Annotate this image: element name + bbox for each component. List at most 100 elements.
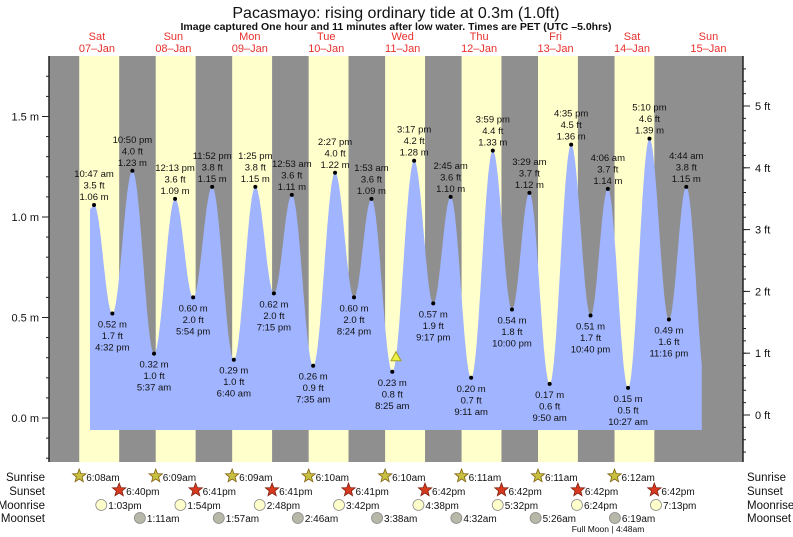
moonset-time: 3:38am bbox=[384, 514, 417, 525]
low-tide-label: 1.8 ft bbox=[501, 327, 522, 338]
high-tide-point bbox=[333, 170, 338, 175]
low-tide-label: 10:27 am bbox=[608, 417, 648, 428]
day-of-week-label: Tue bbox=[317, 31, 336, 43]
date-label: 08–Jan bbox=[155, 43, 191, 55]
high-tide-label: 3:17 pm bbox=[397, 125, 431, 136]
moonrise-icon bbox=[491, 499, 504, 511]
high-tide-label: 1.15 m bbox=[198, 174, 227, 185]
right-tick-label: 5 ft bbox=[755, 101, 770, 113]
moonset-time: 6:19am bbox=[622, 514, 655, 525]
moonset-icon bbox=[291, 512, 304, 524]
moonset-time: 4:32am bbox=[463, 514, 496, 525]
sunrise-time: 6:11am bbox=[469, 473, 502, 484]
high-tide-label: 3.7 ft bbox=[597, 164, 618, 175]
low-tide-label: 0.60 m bbox=[339, 303, 368, 314]
low-tide-label: 0.32 m bbox=[140, 360, 169, 371]
low-tide-label: 10:00 pm bbox=[492, 338, 532, 349]
sunset-row-label: Sunset bbox=[9, 486, 46, 498]
low-tide-point bbox=[588, 313, 593, 318]
high-tide-label: 3.6 ft bbox=[440, 172, 461, 183]
sunrise-icon bbox=[453, 467, 470, 483]
sunrise-icon bbox=[377, 467, 393, 483]
right-tick-label: 0 ft bbox=[755, 410, 770, 422]
low-tide-label: 0.54 m bbox=[497, 315, 526, 326]
low-tide-label: 4:32 pm bbox=[95, 342, 129, 353]
tide-labels: 10:47 am3.5 ft1.06 m0.52 m1.7 ft4:32 pm1… bbox=[74, 103, 703, 428]
low-tide-point bbox=[191, 295, 196, 300]
low-tide-label: 0.15 m bbox=[614, 394, 643, 405]
day-of-week-label: Wed bbox=[391, 31, 413, 43]
moonset-icon bbox=[212, 512, 225, 524]
high-tide-point bbox=[647, 136, 652, 141]
high-tide-label: 3.8 ft bbox=[676, 162, 697, 173]
tide-area-path bbox=[90, 138, 702, 430]
left-tick-label: 1.0 m bbox=[11, 212, 39, 224]
low-tide-point bbox=[271, 291, 276, 296]
high-tide-point bbox=[448, 194, 453, 199]
high-tide-label: 1.10 m bbox=[436, 184, 465, 195]
high-tide-label: 3.5 ft bbox=[83, 180, 104, 191]
sunset-time: 6:42pm bbox=[661, 487, 694, 498]
low-tide-point bbox=[431, 301, 436, 306]
high-tide-label: 1.09 m bbox=[357, 186, 386, 197]
high-tide-label: 1.22 m bbox=[321, 160, 350, 171]
high-tide-label: 4.5 ft bbox=[561, 120, 582, 131]
high-tide-label: 1.14 m bbox=[593, 176, 622, 187]
moonrise-row-label: Moonrise bbox=[0, 500, 45, 512]
high-tide-label: 1:25 pm bbox=[238, 151, 272, 162]
low-tide-label: 10:40 pm bbox=[571, 344, 611, 355]
high-tide-label: 1.11 m bbox=[278, 182, 306, 193]
high-tide-label: 3:29 am bbox=[512, 157, 546, 168]
sunset-time: 6:42pm bbox=[585, 487, 618, 498]
high-tide-label: 2:27 pm bbox=[318, 137, 352, 148]
sunset-time: 6:41pm bbox=[203, 487, 236, 498]
low-tide-label: 0.29 m bbox=[219, 366, 248, 377]
high-tide-label: 3:59 pm bbox=[476, 115, 510, 126]
high-tide-label: 4.4 ft bbox=[482, 126, 503, 137]
high-tide-label: 11:52 pm bbox=[193, 151, 232, 162]
right-tick-label: 4 ft bbox=[755, 163, 770, 175]
low-tide-label: 11:16 pm bbox=[649, 349, 688, 360]
low-tide-label: 0.62 m bbox=[259, 299, 288, 310]
high-tide-label: 4:44 am bbox=[669, 151, 703, 162]
moonset-icon bbox=[529, 512, 542, 524]
high-tide-label: 5:10 pm bbox=[632, 103, 666, 114]
high-tide-label: 12:13 pm bbox=[155, 163, 195, 174]
high-tide-label: 3.7 ft bbox=[519, 168, 540, 179]
low-tide-label: 9:11 am bbox=[454, 407, 488, 418]
sunset-icon bbox=[340, 481, 357, 497]
date-label: 14–Jan bbox=[614, 43, 650, 55]
sunset-icon bbox=[264, 481, 280, 497]
low-tide-label: 7:35 am bbox=[296, 395, 330, 406]
sunrise-icon bbox=[148, 467, 164, 483]
low-tide-label: 0.8 ft bbox=[382, 389, 403, 400]
day-of-week-label: Thu bbox=[470, 31, 489, 43]
moonrise-time: 5:32pm bbox=[505, 501, 538, 512]
sunset-icon bbox=[493, 481, 510, 497]
high-tide-label: 4.2 ft bbox=[404, 136, 425, 147]
sunrise-icon bbox=[606, 467, 623, 483]
low-tide-label: 0.49 m bbox=[654, 326, 683, 337]
sunrise-time: 6:11am bbox=[545, 473, 578, 484]
sunset-time: 6:40pm bbox=[126, 487, 159, 498]
low-tide-point bbox=[231, 357, 236, 362]
moonrise-time: 3:42pm bbox=[346, 501, 379, 512]
high-tide-label: 1.12 m bbox=[515, 180, 544, 191]
low-tide-label: 1.0 ft bbox=[143, 371, 164, 382]
current-tide-marker bbox=[390, 350, 402, 362]
low-tide-point bbox=[351, 295, 356, 300]
high-tide-label: 3.8 ft bbox=[202, 162, 223, 173]
low-tide-label: 2.0 ft bbox=[263, 311, 284, 322]
high-tide-label: 1.15 m bbox=[241, 174, 270, 185]
low-tide-label: 7:15 pm bbox=[257, 322, 291, 333]
high-tide-label: 1.36 m bbox=[557, 132, 586, 143]
high-tide-point bbox=[605, 186, 610, 191]
sunrise-time: 6:10am bbox=[392, 473, 425, 484]
sunrise-icon bbox=[530, 467, 546, 483]
low-tide-label: 0.51 m bbox=[576, 321, 605, 332]
low-tide-label: 1.6 ft bbox=[658, 337, 679, 348]
low-tide-point bbox=[509, 307, 514, 312]
chart-subtitle: Image captured One hour and 11 minutes a… bbox=[180, 21, 611, 33]
